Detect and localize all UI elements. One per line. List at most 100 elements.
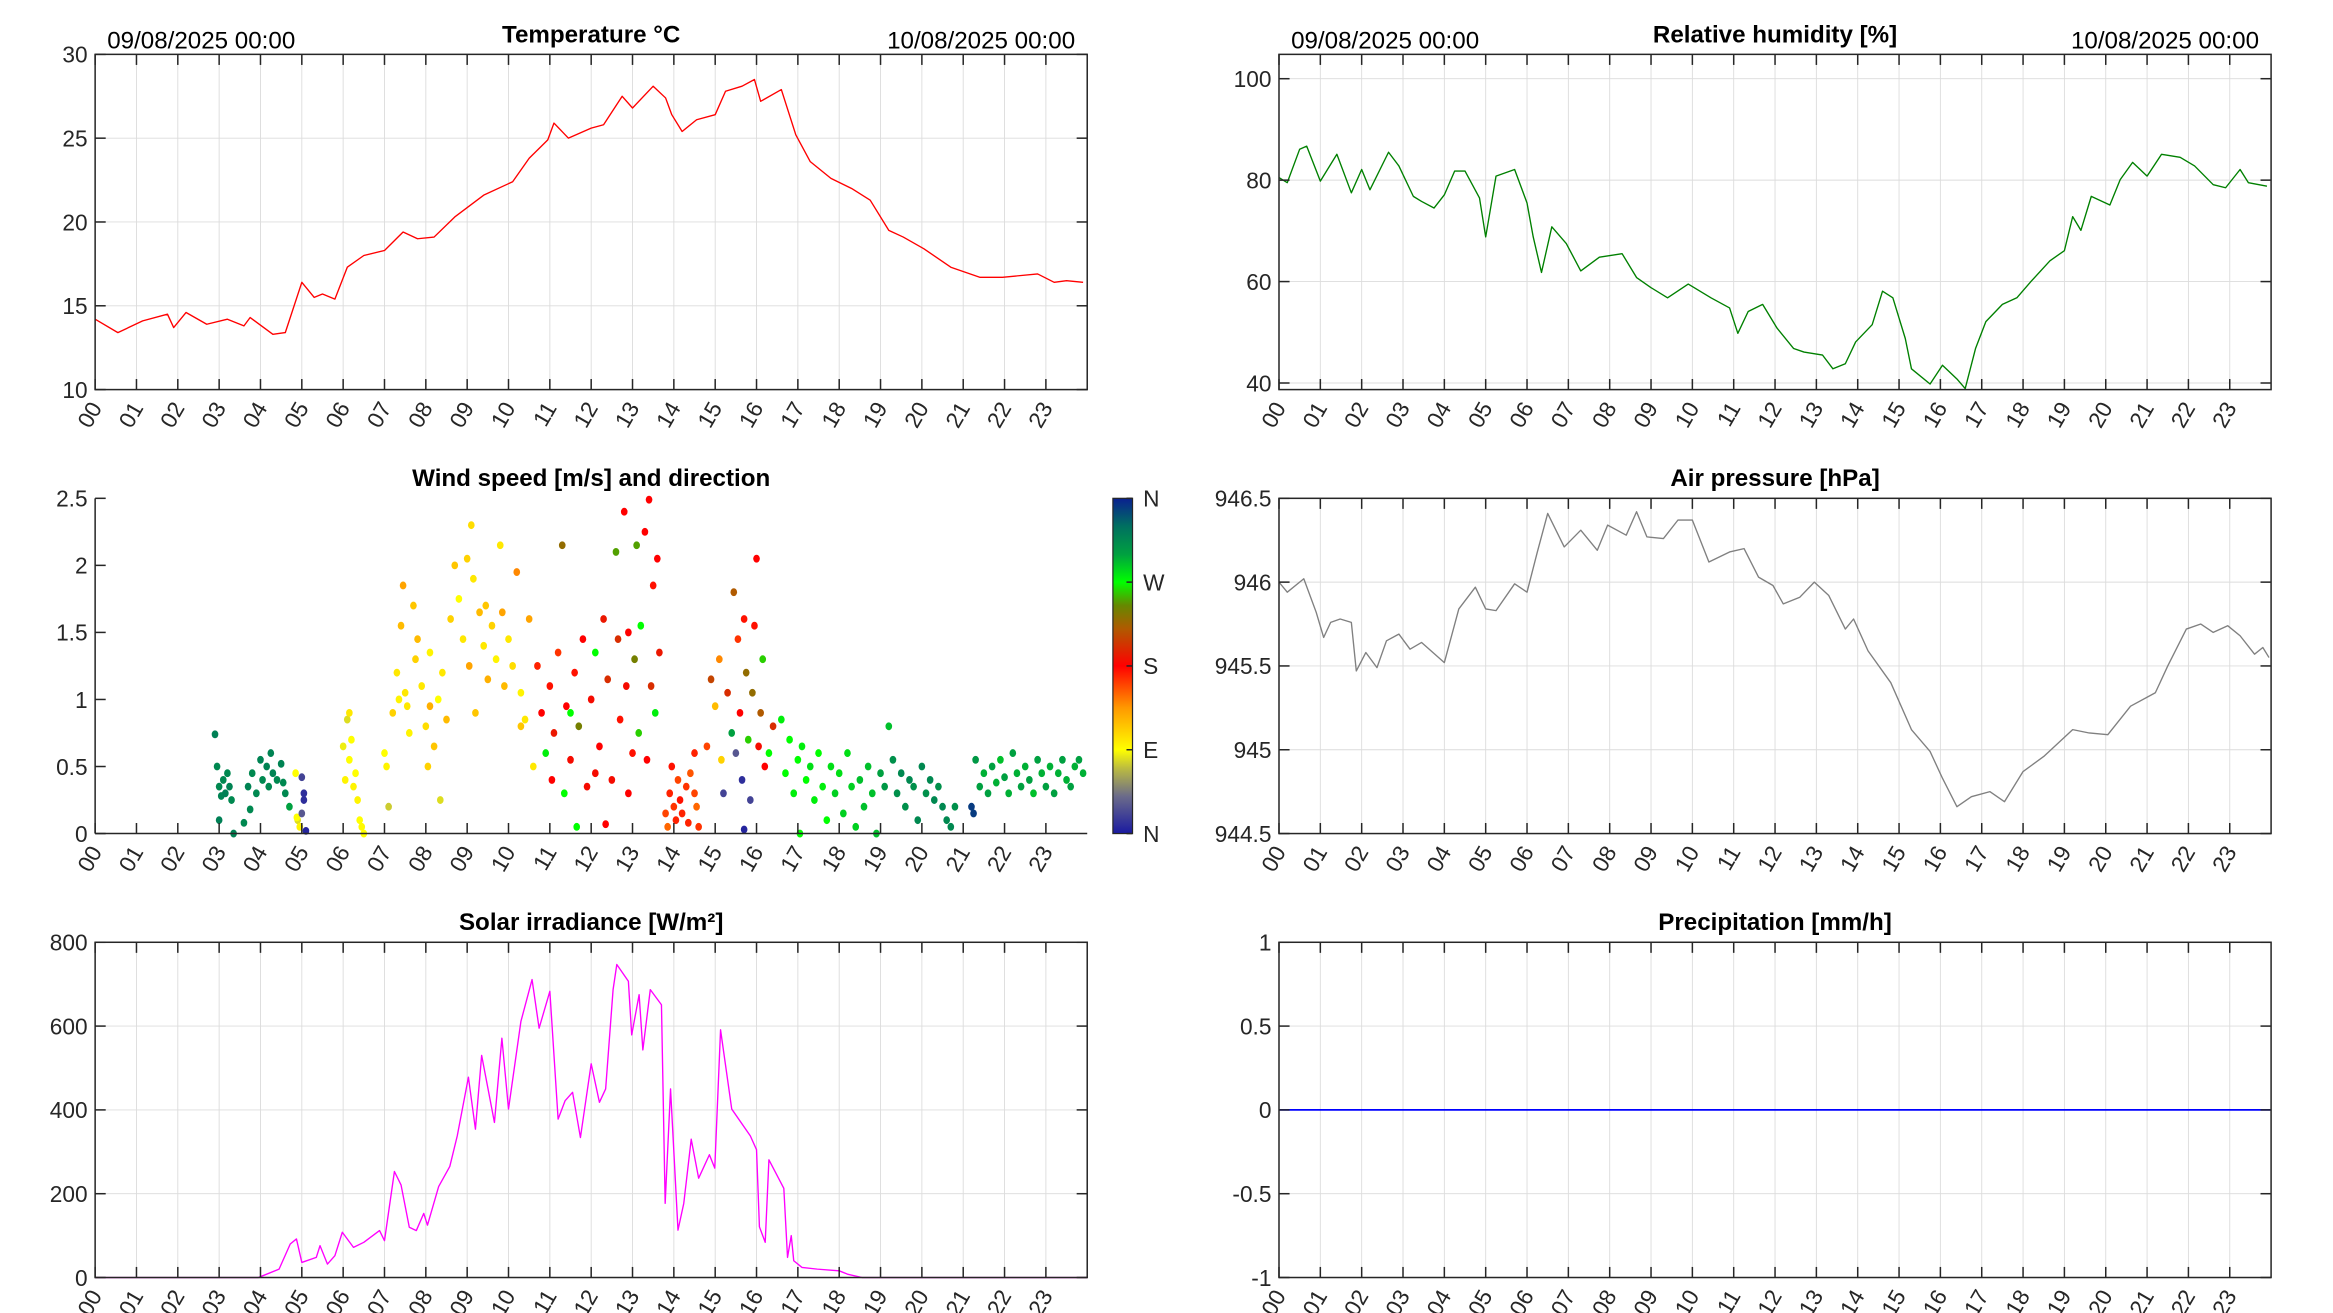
wind-point (343, 715, 351, 724)
y-tick-label: 200 (50, 1181, 88, 1207)
x-tick-label: 13 (1793, 1285, 1828, 1313)
y-tick-label: 1 (1259, 930, 1272, 956)
wind-point (354, 796, 361, 804)
wind-point (350, 782, 357, 791)
wind-point (612, 548, 620, 556)
x-tick-label: 05 (279, 1285, 314, 1313)
x-tick-label: 21 (940, 1285, 975, 1313)
wind-point (693, 802, 700, 811)
wind-point (517, 722, 525, 731)
x-tick-label: 22 (981, 1285, 1016, 1313)
wind-point (476, 608, 483, 617)
x-tick-label: 08 (403, 1285, 438, 1313)
x-tick-label: 00 (1256, 397, 1291, 432)
wind-point (341, 775, 349, 784)
wind-point (984, 789, 992, 798)
wind-point (434, 695, 442, 704)
wind-point (447, 615, 454, 623)
x-tick-label: 02 (155, 397, 190, 432)
wind-point (579, 635, 587, 644)
wind-point (759, 655, 767, 664)
wind-point (629, 749, 636, 758)
wind-point (730, 588, 738, 597)
y-tick-label: 400 (50, 1097, 88, 1123)
wind-point (215, 816, 223, 825)
wind-point (819, 782, 826, 791)
x-tick-label: 03 (1380, 1285, 1415, 1313)
wind-point (542, 749, 550, 758)
wind-point (889, 755, 897, 764)
x-tick-label: 16 (1917, 1285, 1952, 1313)
x-tick-label: 01 (113, 397, 148, 432)
wind-point (1034, 755, 1041, 764)
colorbar-label: W (1143, 569, 1165, 595)
wind-point (591, 769, 599, 778)
x-tick-label: 17 (775, 397, 810, 432)
wind-point (244, 782, 252, 791)
wind-point (381, 749, 388, 758)
y-tick-label: 945 (1234, 737, 1272, 763)
y-tick-label: 0.5 (1240, 1013, 1271, 1039)
x-tick-label: 21 (940, 397, 975, 432)
wind-point (248, 769, 256, 778)
x-tick-label: 16 (1917, 397, 1952, 432)
wind-point (778, 715, 785, 724)
wind-point (608, 775, 616, 784)
wind-point (922, 789, 930, 798)
wind-point (277, 759, 285, 768)
wind-point (505, 635, 512, 644)
x-tick-label: 14 (1834, 397, 1869, 432)
y-tick-label: 60 (1246, 269, 1271, 295)
wind-point (443, 715, 450, 724)
x-tick-label: 02 (1338, 841, 1373, 876)
x-tick-label: 14 (651, 841, 686, 876)
wind-point (397, 621, 405, 630)
wind-point (684, 818, 692, 827)
x-tick-label: 04 (1421, 1285, 1456, 1313)
wind-point (755, 742, 762, 751)
wind-point (414, 635, 421, 644)
wind-point (643, 755, 651, 764)
wind-point (972, 755, 979, 764)
x-tick-label: 16 (733, 397, 768, 432)
wind-point (1017, 782, 1025, 791)
wind-point (273, 775, 281, 784)
x-tick-label: 22 (2165, 397, 2200, 432)
wind-point (939, 802, 946, 811)
wind-point (893, 789, 901, 798)
x-tick-label: 12 (568, 397, 603, 432)
x-tick-label: 11 (1711, 397, 1745, 430)
wind-point (501, 682, 508, 690)
wind-point (1054, 769, 1062, 778)
wind-point (401, 688, 409, 697)
x-tick-label: 21 (2124, 397, 2159, 432)
wind-point (662, 809, 669, 818)
x-tick-label: 11 (1711, 841, 1745, 874)
wind-point (703, 742, 711, 751)
wind-point (691, 749, 698, 758)
wind-point (240, 818, 248, 827)
wind-point (602, 820, 609, 829)
wind-point (647, 682, 655, 690)
wind-point (823, 816, 831, 825)
wind-point (670, 802, 678, 811)
wind-point (757, 708, 764, 717)
x-tick-label: 17 (1958, 1285, 1993, 1313)
chart-title: Relative humidity [%] (1653, 21, 1897, 48)
wind-point (1026, 775, 1033, 784)
x-tick-label: 02 (155, 1285, 190, 1313)
wind-point (645, 495, 653, 504)
wind-point (835, 769, 843, 778)
x-tick-label: 15 (1876, 841, 1911, 876)
x-tick-label: 18 (2000, 397, 2035, 432)
wind-point (742, 668, 750, 677)
x-tick-label: 12 (1752, 397, 1787, 432)
grid-lines (1278, 54, 2272, 390)
chart-title: Temperature °C (502, 21, 680, 48)
x-tick-label: 18 (2000, 841, 2035, 876)
x-tick-label: 07 (1545, 397, 1580, 432)
wind-point (720, 789, 727, 798)
x-tick-label: 12 (1752, 1285, 1787, 1313)
wind-point (1030, 789, 1037, 798)
x-tick-label: 19 (2041, 841, 2076, 876)
